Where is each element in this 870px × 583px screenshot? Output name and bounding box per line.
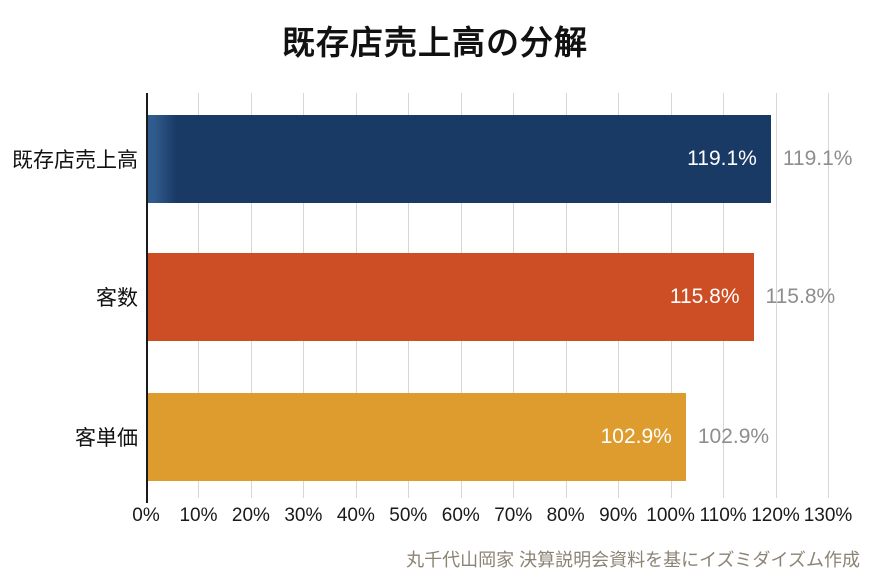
x-axis-tick-label: 80% [546, 505, 585, 526]
y-axis-label: 客数 [96, 287, 138, 310]
bar-value-label-inside: 102.9% [600, 425, 672, 448]
x-axis-tick-label: 10% [179, 505, 218, 526]
x-axis-tick-label: 130% [803, 505, 853, 526]
y-axis-line [146, 93, 148, 503]
x-axis-tick-label: 70% [494, 505, 533, 526]
plot-area: 119.1% 119.1% 115.8% 115.8% 102.9% 102.9% [146, 93, 852, 503]
y-axis-label: 既存店売上高 [12, 149, 138, 172]
x-axis-tick-label: 120% [751, 505, 800, 526]
x-axis-tick-label: 60% [441, 505, 480, 526]
y-axis-label: 客単価 [75, 427, 138, 450]
bar-value-label-outside: 119.1% [782, 147, 853, 170]
bar-value-label-inside: 115.8% [669, 285, 740, 308]
x-axis-tick-label: 90% [599, 505, 638, 526]
bar-3: 102.9% [146, 393, 686, 481]
x-axis-tick-label: 40% [336, 505, 375, 526]
bar-2: 115.8% [146, 253, 754, 341]
gridline [775, 93, 777, 498]
x-axis-tick-label: 0% [132, 505, 160, 526]
bar-value-label-inside: 119.1% [687, 147, 757, 170]
bar-value-label-outside: 115.8% [765, 285, 836, 308]
x-axis-tick-label: 100% [646, 505, 695, 526]
gridline [828, 93, 829, 498]
bar-value-label-outside: 102.9% [697, 425, 770, 448]
x-axis-tick-label: 50% [389, 505, 428, 526]
chart-title: 既存店売上高の分解 [282, 24, 588, 61]
x-axis-tick-label: 20% [231, 505, 270, 526]
source-note: 丸千代山岡家 決算説明会資料を基にイズミダイズム作成 [406, 550, 860, 570]
x-axis-tick-label: 110% [699, 505, 747, 526]
x-axis-tick-label: 30% [284, 505, 323, 526]
bar-1: 119.1% [146, 115, 771, 203]
